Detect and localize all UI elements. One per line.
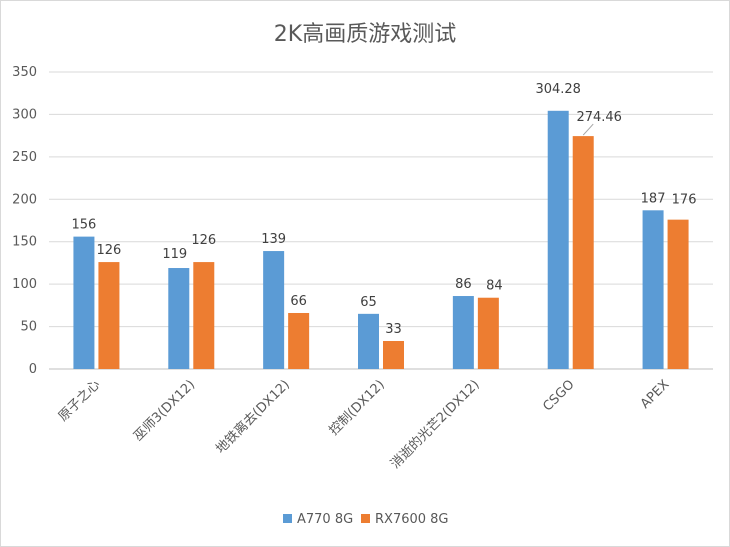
bar-a770 <box>73 236 95 369</box>
bar-a770 <box>452 296 474 369</box>
data-label: 139 <box>261 232 286 247</box>
legend-swatch <box>283 514 292 523</box>
legend-label: A770 8G <box>297 512 353 527</box>
data-label: 86 <box>455 277 472 292</box>
y-tick-label: 200 <box>12 192 37 207</box>
category-label: APEX <box>638 377 673 412</box>
y-tick-label: 100 <box>12 277 37 292</box>
data-label: 187 <box>641 191 666 206</box>
bar-rx7600 <box>98 262 120 369</box>
data-label: 126 <box>97 243 122 258</box>
data-label: 176 <box>672 193 697 208</box>
chart-title: 2K高画质游戏测试 <box>274 22 456 47</box>
bar-rx7600 <box>667 219 689 369</box>
bars <box>73 110 689 369</box>
category-label: 消逝的光芒2(DX12) <box>387 377 482 472</box>
y-tick-label: 150 <box>12 235 37 250</box>
y-tick-label: 250 <box>12 150 37 165</box>
bar-rx7600 <box>477 297 499 369</box>
legend-label: RX7600 8G <box>375 512 449 527</box>
data-label: 119 <box>162 247 187 262</box>
category-label: 巫师3(DX12) <box>131 377 198 444</box>
bar-a770 <box>168 268 190 369</box>
bar-a770 <box>358 313 379 369</box>
y-tick-label: 0 <box>29 362 37 377</box>
y-tick-label: 50 <box>20 320 37 335</box>
y-tick-label: 300 <box>12 107 37 122</box>
data-label: 66 <box>290 294 307 309</box>
bar-rx7600 <box>383 340 404 369</box>
category-label: 控制(DX12) <box>327 377 388 438</box>
data-label: 65 <box>360 295 377 310</box>
category-label: 地铁离去(DX12) <box>213 377 293 457</box>
bar-rx7600 <box>572 136 594 369</box>
category-labels: 原子之心 巫师3(DX12) 地铁离去(DX12) 控制(DX12) 消逝的光芒2(DX… <box>56 377 673 472</box>
category-label: CSGO <box>540 377 577 414</box>
bar-rx7600 <box>288 312 310 369</box>
y-axis-ticks: 0 50 100 150 200 250 300 350 <box>12 65 37 377</box>
y-tick-label: 350 <box>12 65 37 80</box>
bar-rx7600 <box>193 262 215 369</box>
bar-a770 <box>642 210 664 369</box>
legend: A770 8G RX7600 8G <box>283 512 449 527</box>
data-label: 274.46 <box>576 110 622 125</box>
data-label: 84 <box>486 279 503 294</box>
bar-a770 <box>263 251 285 369</box>
data-label: 33 <box>385 322 402 337</box>
legend-swatch <box>361 514 370 523</box>
category-label: 原子之心 <box>56 377 103 424</box>
leader-line <box>582 123 594 136</box>
data-label: 156 <box>72 218 97 233</box>
data-label: 304.28 <box>535 82 581 97</box>
data-label: 126 <box>191 233 216 248</box>
gridlines <box>49 71 713 370</box>
bar-a770 <box>547 110 569 369</box>
